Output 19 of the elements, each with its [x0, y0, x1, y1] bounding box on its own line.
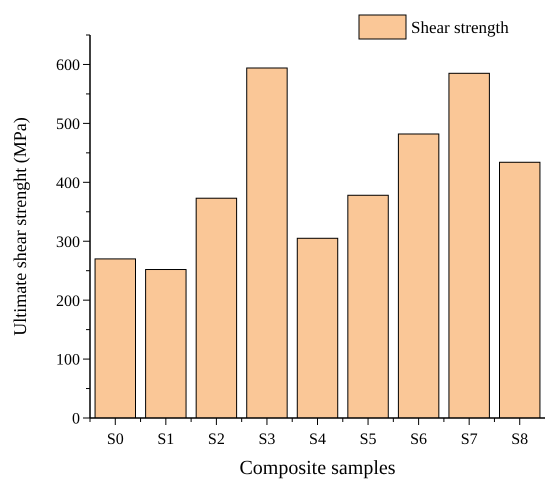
- x-tick-label: S0: [106, 431, 124, 448]
- y-tick-label: 0: [72, 410, 80, 428]
- x-tick-label: S8: [511, 431, 528, 448]
- y-tick-label: 200: [56, 292, 80, 310]
- y-tick-label: 600: [56, 57, 80, 74]
- x-tick-label: S3: [258, 431, 276, 448]
- y-tick-label: 500: [56, 116, 80, 133]
- legend-label: Shear strength: [411, 18, 510, 37]
- x-tick-label: S7: [460, 431, 478, 448]
- y-tick-label: 100: [56, 352, 80, 369]
- y-tick-label: 300: [56, 234, 80, 251]
- x-tick-label: S2: [208, 431, 225, 448]
- x-tick-label: S4: [309, 431, 326, 448]
- x-tick-label: S1: [157, 431, 174, 448]
- x-tick-label: S6: [410, 431, 428, 448]
- x-axis-title: Composite samples: [239, 457, 396, 479]
- y-tick-label: 400: [56, 174, 80, 192]
- x-tick-label: S5: [360, 431, 377, 448]
- y-axis-title: Ultimate shear strenght (MPa): [10, 117, 30, 336]
